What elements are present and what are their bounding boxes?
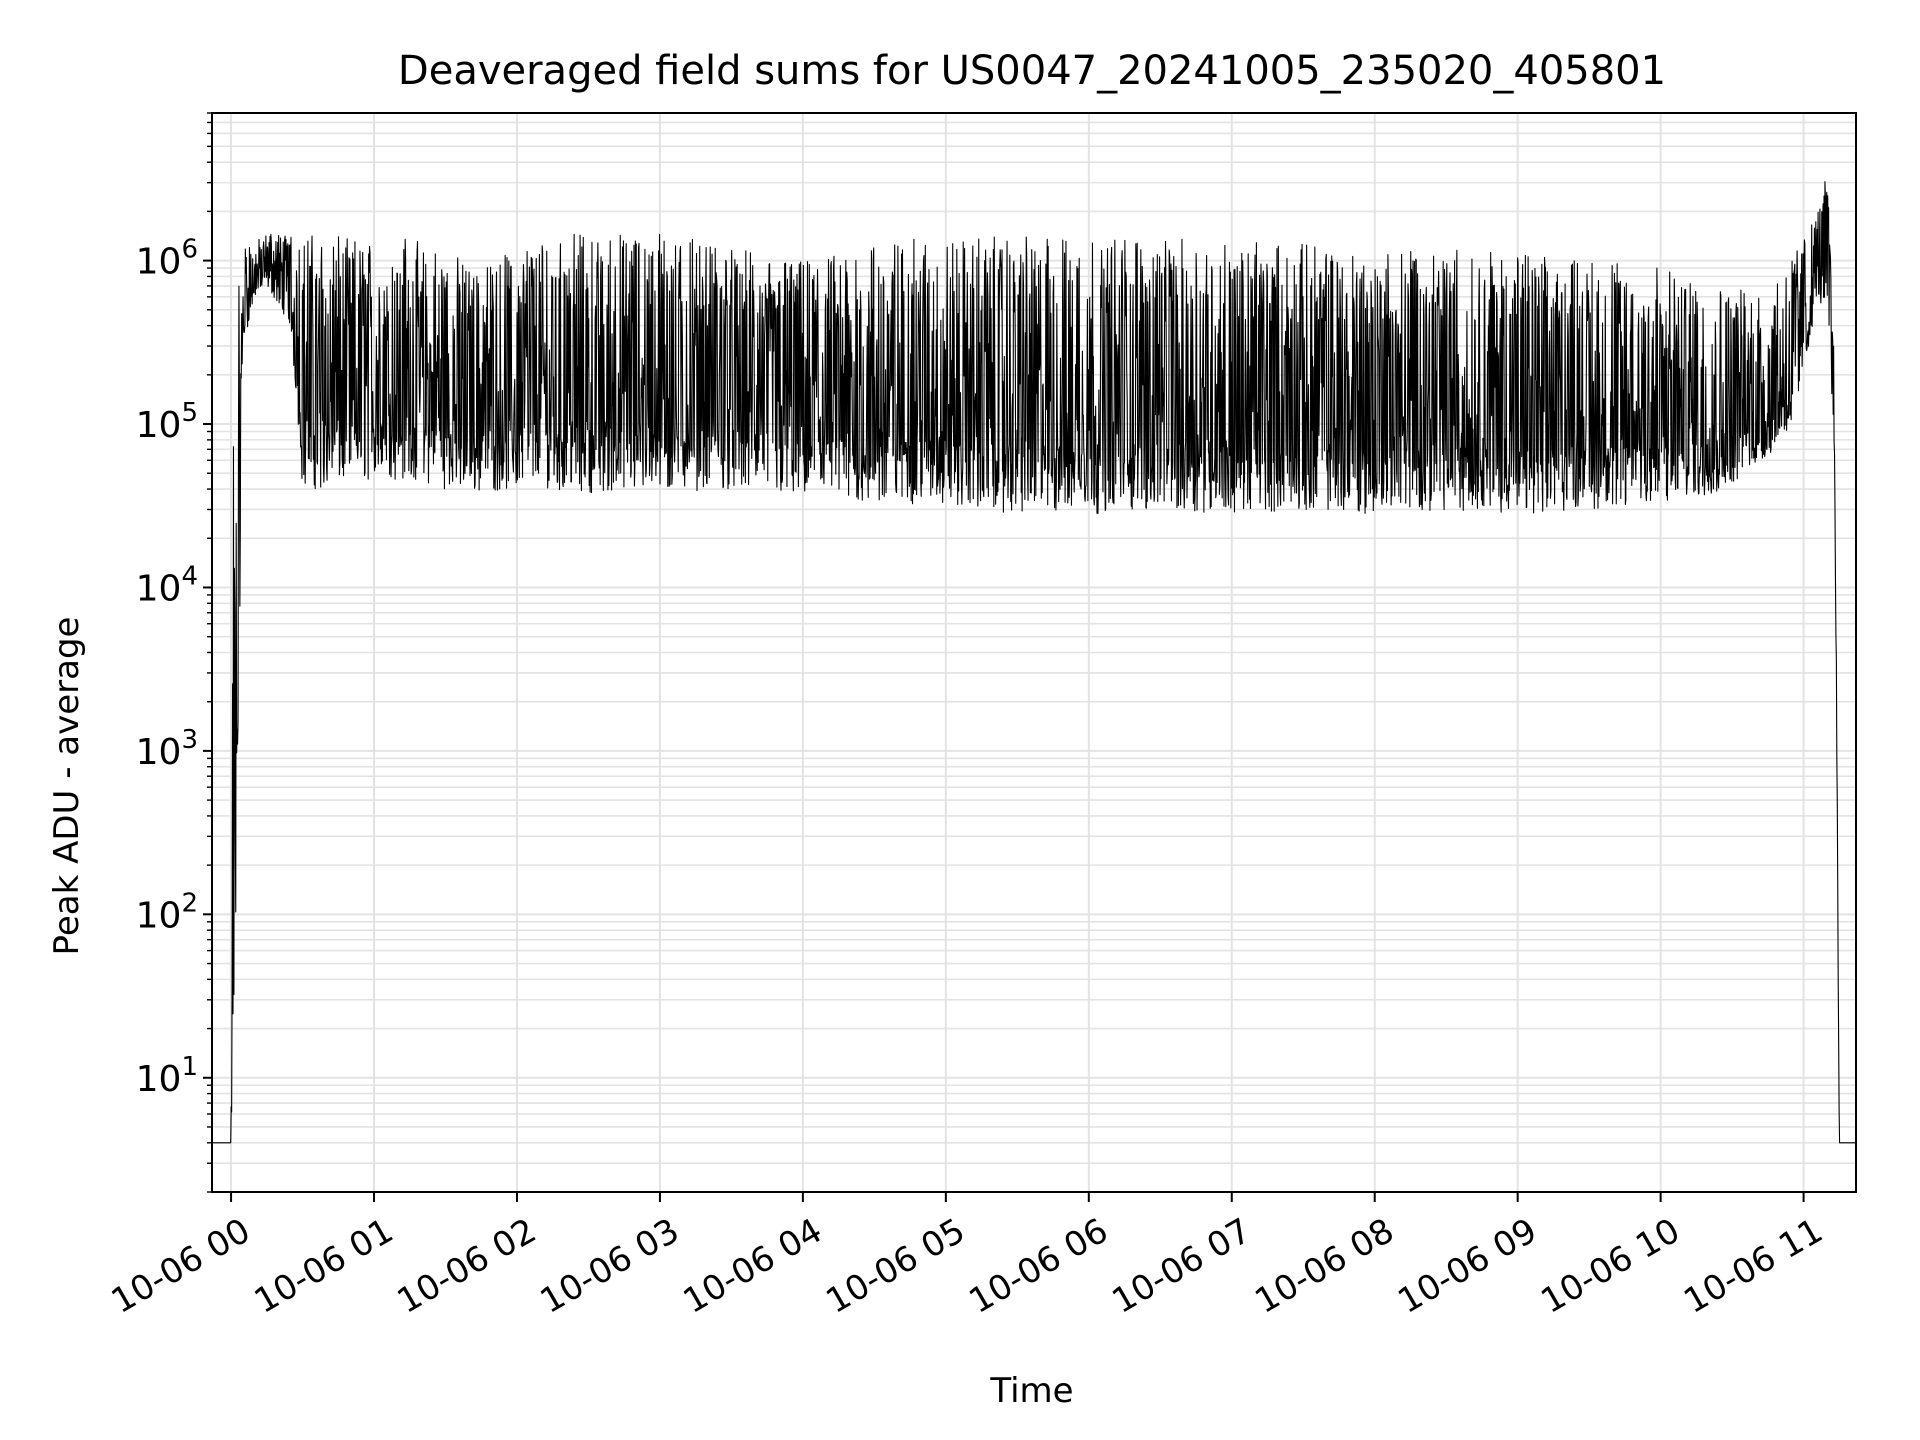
chart-title: Deaveraged field sums for US0047_2024100… [398,48,1666,94]
x-axis-label: Time [989,1371,1073,1411]
y-tick-label: 101 [136,1052,198,1100]
y-tick-label: 103 [136,725,198,773]
y-axis-label: Peak ADU - average [47,617,87,956]
y-tick-label: 106 [136,235,198,283]
y-tick-label: 105 [136,398,198,446]
series-line [211,181,1857,1144]
y-tick-label: 104 [136,561,198,609]
y-tick-label: 102 [136,888,198,936]
series-layer [211,181,1857,1144]
